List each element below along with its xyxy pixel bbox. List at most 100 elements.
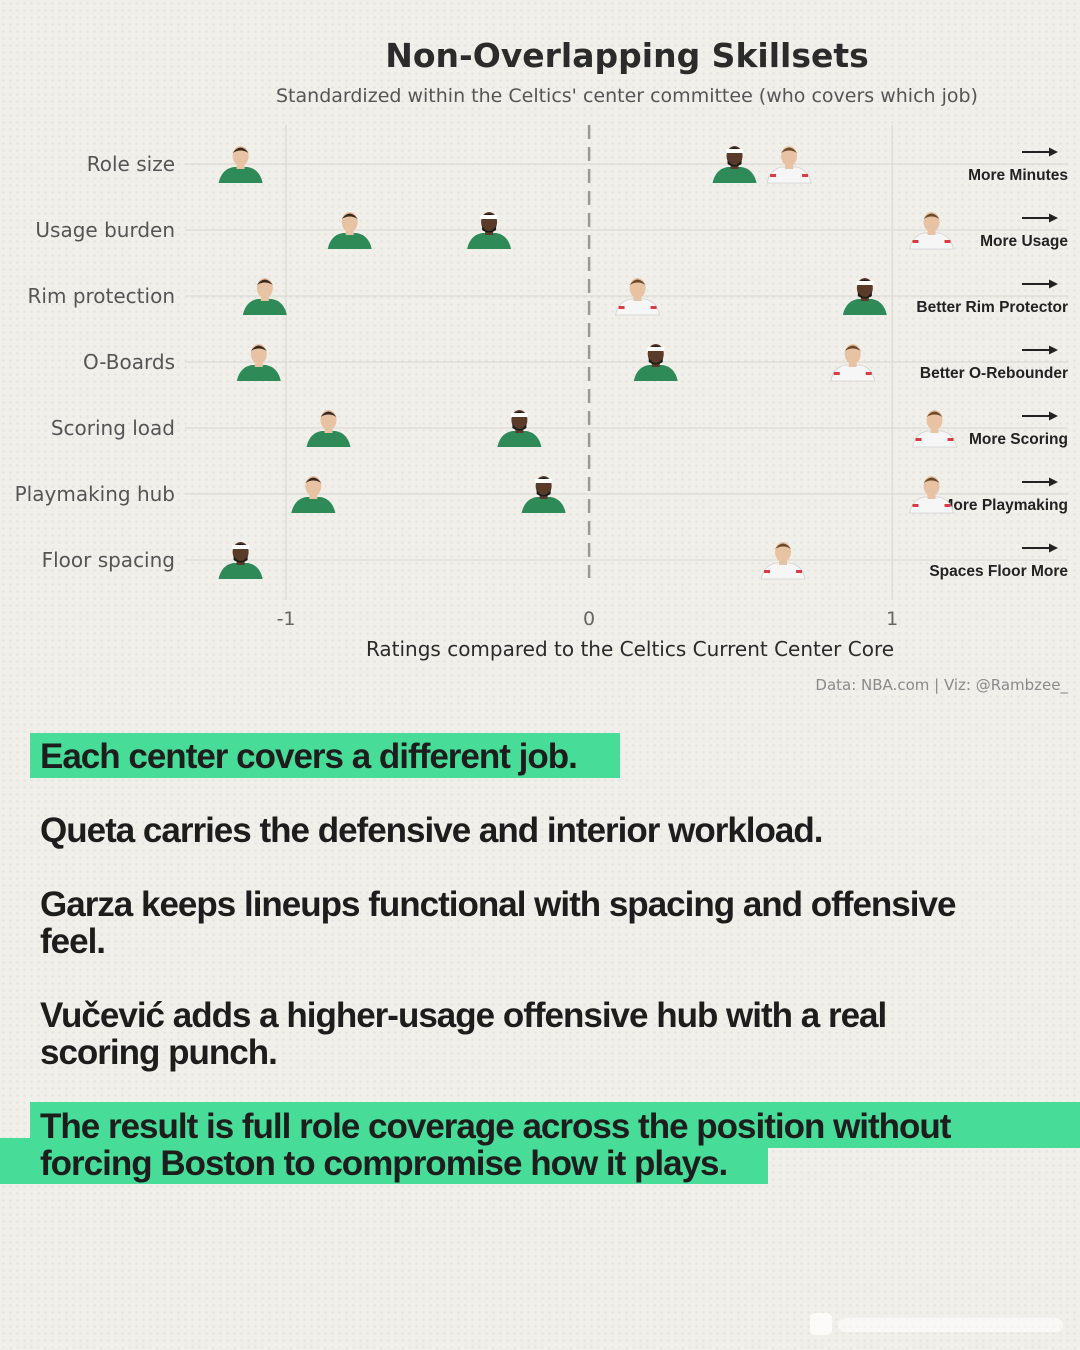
- jersey-trim: [764, 570, 771, 573]
- jersey-shape: [842, 299, 887, 315]
- jersey-trim: [944, 504, 951, 507]
- arrowhead-icon: [1049, 477, 1058, 487]
- beard-shape: [233, 556, 248, 563]
- arrowhead-icon: [1049, 543, 1058, 553]
- chart-title: Non-Overlapping Skillsets: [385, 36, 869, 75]
- direction-label: More Minutes: [968, 167, 1068, 184]
- x-tick-label: 1: [886, 608, 898, 630]
- jersey-trim: [912, 240, 919, 243]
- category-label: Usage burden: [35, 218, 175, 242]
- headband-shape: [232, 545, 250, 549]
- x-tick-label: -1: [277, 608, 296, 630]
- hair-shape: [923, 213, 940, 219]
- hair-shape: [781, 147, 798, 153]
- jersey-shape: [218, 563, 263, 579]
- vucevic-text-line-2: scoring punch.: [40, 1033, 278, 1072]
- direction-label: More Playmaking: [941, 497, 1069, 514]
- category-label: Role size: [87, 152, 175, 176]
- jersey-shape: [242, 299, 287, 315]
- beard-shape: [648, 358, 663, 365]
- player-marker: [909, 212, 955, 250]
- jersey-shape: [712, 167, 757, 183]
- vucevic-text-line-1: Vučević adds a higher-usage offensive hu…: [40, 996, 887, 1035]
- queta-text: Queta carries the defensive and interior…: [40, 811, 823, 850]
- result-text-line-2: forcing Boston to compromise how it play…: [40, 1144, 728, 1183]
- player-marker: [242, 278, 287, 315]
- jersey-trim: [915, 438, 922, 441]
- player-marker: [218, 542, 263, 579]
- arrowhead-icon: [1049, 345, 1058, 355]
- headband-shape: [510, 413, 528, 417]
- player-marker: [712, 146, 757, 183]
- player-marker: [467, 212, 512, 249]
- jersey-trim: [802, 174, 809, 177]
- chart-subtitle: Standardized within the Celtics' center …: [276, 85, 978, 107]
- jersey-shape: [521, 497, 566, 513]
- hair-shape: [341, 213, 358, 219]
- jersey-shape: [236, 365, 281, 381]
- watermark-bar: [838, 1318, 1063, 1332]
- intro-text: Each center covers a different job.: [40, 737, 578, 776]
- category-label: O-Boards: [83, 350, 175, 374]
- hair-shape: [775, 543, 792, 549]
- arrowhead-icon: [1049, 411, 1058, 421]
- headband-shape: [856, 281, 874, 285]
- jersey-shape: [218, 167, 263, 183]
- player-marker: [497, 410, 542, 447]
- player-marker: [306, 410, 351, 447]
- x-tick-label: 0: [583, 608, 595, 630]
- direction-label: Spaces Floor More: [929, 563, 1068, 580]
- direction-label: More Usage: [980, 233, 1068, 250]
- jersey-trim: [833, 372, 840, 375]
- category-label: Rim protection: [28, 284, 175, 308]
- beard-shape: [512, 424, 527, 431]
- x-axis-label: Ratings compared to the Celtics Current …: [366, 637, 894, 661]
- highlight-intro: [30, 733, 620, 778]
- highlight-result-line-2: [30, 1145, 768, 1184]
- jersey-shape: [306, 431, 351, 447]
- marker-layer: [218, 146, 958, 580]
- watermark-icon: [810, 1313, 832, 1335]
- jersey-trim: [912, 504, 919, 507]
- hair-shape: [256, 279, 273, 285]
- garza-text-line-2: feel.: [40, 922, 106, 961]
- headband-shape: [647, 347, 665, 351]
- player-marker: [830, 344, 876, 382]
- player-marker: [633, 344, 678, 381]
- garza-text-line-1: Garza keeps lineups functional with spac…: [40, 885, 956, 924]
- jersey-shape: [291, 497, 336, 513]
- hair-shape: [926, 411, 943, 417]
- jersey-shape: [633, 365, 678, 381]
- jersey-trim: [770, 174, 777, 177]
- result-text-line-1: The result is full role coverage across …: [40, 1107, 951, 1146]
- beard-shape: [536, 490, 551, 497]
- beard-shape: [727, 160, 742, 167]
- player-marker: [842, 278, 887, 315]
- hair-shape: [250, 345, 267, 351]
- row-layer: Role size More Minutes Usage burden More Us…: [15, 147, 1069, 580]
- player-marker: [236, 344, 281, 381]
- arrowhead-icon: [1049, 213, 1058, 223]
- jersey-shape: [467, 233, 512, 249]
- jersey-trim: [947, 438, 954, 441]
- headband-shape: [480, 215, 498, 219]
- player-marker: [909, 476, 955, 514]
- player-marker: [615, 278, 661, 316]
- jersey-shape: [327, 233, 372, 249]
- jersey-trim: [944, 240, 951, 243]
- direction-label: More Scoring: [969, 431, 1068, 448]
- hair-shape: [320, 411, 337, 417]
- hair-shape: [305, 477, 322, 483]
- player-marker: [291, 476, 336, 513]
- chart: Non-Overlapping Skillsets Standardized w…: [15, 36, 1069, 695]
- arrowhead-icon: [1049, 147, 1058, 157]
- beard-shape: [857, 292, 872, 299]
- category-label: Floor spacing: [42, 548, 175, 572]
- player-marker: [218, 146, 263, 183]
- source-note: Data: NBA.com | Viz: @Rambzee_: [815, 676, 1068, 695]
- hair-shape: [232, 147, 249, 153]
- direction-label: Better O-Rebounder: [920, 365, 1068, 382]
- player-marker: [766, 146, 812, 184]
- player-marker: [521, 476, 566, 513]
- player-marker: [912, 410, 958, 448]
